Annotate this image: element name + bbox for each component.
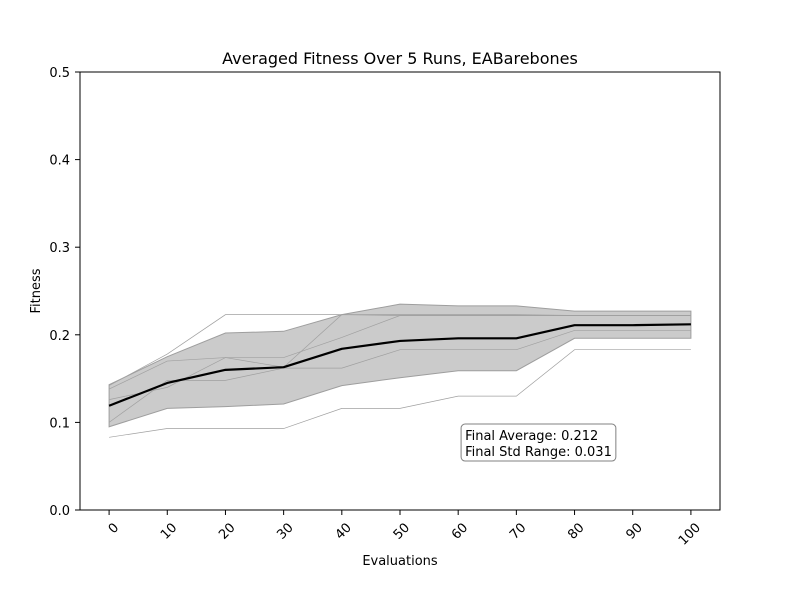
x-tick-label: 90 (623, 520, 645, 542)
final-std-range-text: Final Std Range: 0.031 (465, 445, 612, 460)
x-tick-label: 80 (565, 520, 587, 542)
y-axis-label: Fitness (29, 268, 44, 313)
run-line-1 (109, 349, 691, 438)
x-tick-label: 20 (216, 520, 238, 542)
x-tick-label: 30 (274, 520, 296, 542)
x-tick-label: 70 (507, 520, 529, 542)
y-tick-label: 0.1 (49, 416, 70, 431)
std-band (108, 303, 692, 428)
y-tick-label: 0.3 (49, 241, 70, 256)
mean-line (108, 323, 691, 407)
y-tick-label: 0.5 (49, 66, 70, 81)
plot-frame (79, 71, 721, 511)
x-tick-label: 60 (449, 520, 471, 542)
x-tick-label: 50 (391, 520, 413, 542)
x-tick-label: 10 (158, 520, 180, 542)
x-axis-label: Evaluations (362, 554, 438, 569)
plot-area (108, 303, 692, 438)
y-tick-label: 0.4 (49, 154, 70, 169)
y-tick-label: 0.0 (49, 504, 70, 519)
x-tick-label: 100 (676, 520, 704, 548)
x-tick-label: 0 (106, 520, 122, 536)
run-line-5 (108, 314, 691, 386)
final-average-text: Final Average: 0.212 (465, 429, 598, 444)
chart-title: Averaged Fitness Over 5 Runs, EABarebone… (222, 49, 578, 68)
annotation-frame (460, 423, 617, 462)
run-line-2 (108, 330, 691, 423)
annotation-box: Final Average: 0.212 Final Std Range: 0.… (460, 423, 617, 462)
x-tick-label: 40 (333, 520, 355, 542)
y-tick-label: 0.2 (49, 329, 70, 344)
